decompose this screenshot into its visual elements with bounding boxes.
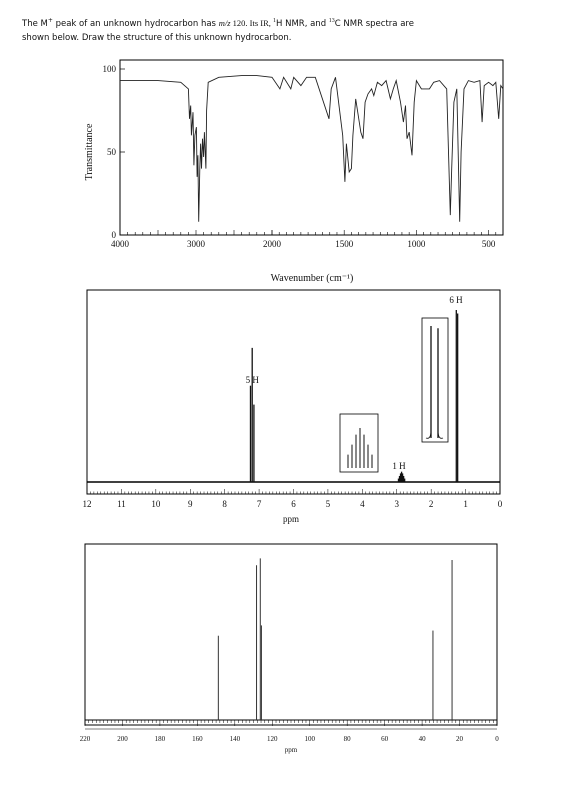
- ir-x-tick-label: 3000: [187, 239, 206, 249]
- h-nmr-x-tick-label: 12: [83, 499, 92, 509]
- ir-x-tick-label: 500: [482, 239, 496, 249]
- h-nmr-x-tick-label: 10: [151, 499, 161, 509]
- mz-italic: m/z: [218, 17, 231, 28]
- question-part: C NMR spectra are: [334, 18, 414, 29]
- c-nmr-x-tick-label: 60: [381, 735, 389, 743]
- h-nmr-x-tick-label: 3: [395, 499, 400, 509]
- question-line-2: shown below. Draw the structure of this …: [22, 32, 292, 43]
- h-nmr-x-axis-label: ppm: [283, 514, 299, 524]
- ir-x-axis-label: Wavenumber (cm⁻¹): [271, 273, 354, 284]
- c-nmr-x-tick-label: 20: [456, 735, 464, 743]
- c-nmr-x-tick-label: 80: [344, 735, 352, 743]
- question-line-1: The M+ peak of an unknown hydrocarbon ha…: [22, 14, 567, 31]
- h-nmr-x-tick-label: 5: [326, 499, 331, 509]
- question-part: H NMR, and: [276, 18, 329, 29]
- h-nmr-x-tick-label: 9: [188, 499, 193, 509]
- h-nmr-inset-doublet: [421, 317, 449, 443]
- c-nmr-x-tick-label: 0: [495, 735, 499, 743]
- c-nmr-x-tick-label: 40: [419, 735, 427, 743]
- c-nmr-x-tick-label: 200: [117, 735, 128, 743]
- h-nmr-annotation-1h: 1 H: [392, 461, 406, 471]
- ir-y-axis-label: Transmittance: [84, 123, 95, 180]
- ir-y-tick-label: 0: [112, 230, 117, 240]
- h-nmr-x-tick-label: 1: [463, 499, 468, 509]
- c-nmr-plot-frame: [84, 543, 498, 726]
- h-nmr-x-tick-label: 8: [222, 499, 227, 509]
- ir-spectrum-line: [120, 75, 504, 222]
- c-nmr-x-tick-label: 220: [80, 735, 91, 743]
- ir-plot-frame: [119, 59, 504, 236]
- ir-x-tick-label: 4000: [111, 239, 130, 249]
- h-nmr-inset-curve: [425, 429, 444, 439]
- c-superscript: 13: [328, 18, 335, 24]
- c-nmr-x-tick-label: 120: [267, 735, 278, 743]
- question-part: The M: [22, 18, 48, 29]
- question-text: The M+ peak of an unknown hydrocarbon ha…: [22, 14, 567, 45]
- c-nmr-x-tick-label: 160: [192, 735, 203, 743]
- h-nmr-x-tick-label: 11: [117, 499, 126, 509]
- ir-x-tick-label: 1500: [335, 239, 354, 249]
- ir-chart-group: 0 50 100 4000 3000 2000 1500 1000 500 Wavenumber …: [84, 59, 504, 284]
- c-nmr-x-axis-label: ppm: [285, 746, 298, 754]
- h-nmr-annotation-5h: 5 H: [246, 375, 260, 385]
- h-nmr-x-tick-label: 0: [498, 499, 503, 509]
- h-nmr-x-tick-label: 6: [291, 499, 296, 509]
- h-nmr-x-tick-label: 2: [429, 499, 434, 509]
- question-part: peak of an unknown hydrocarbon has: [52, 18, 219, 29]
- h-nmr-x-tick-label: 4: [360, 499, 365, 509]
- c-nmr-x-tick-label: 100: [304, 735, 315, 743]
- c-nmr-x-tick-label: 180: [155, 735, 166, 743]
- h-nmr-x-tick-label: 7: [257, 499, 262, 509]
- h-nmr-annotation-6h: 6 H: [449, 295, 463, 305]
- ir-y-tick-label: 100: [103, 64, 117, 74]
- ir-x-tick-label: 1000: [407, 239, 426, 249]
- question-part: 120. Its IR,: [230, 17, 273, 28]
- c-nmr-x-tick-label: 140: [230, 735, 241, 743]
- ir-x-tick-label: 2000: [263, 239, 282, 249]
- ir-y-tick-label: 50: [107, 147, 117, 157]
- h-superscript: 1: [273, 18, 276, 24]
- m-plus-superscript: +: [47, 17, 53, 24]
